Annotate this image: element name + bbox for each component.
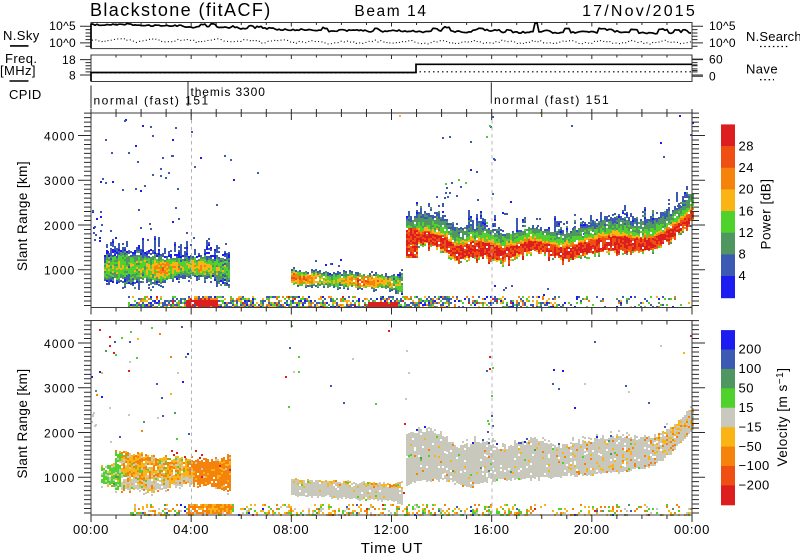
svg-text:normal (fast) 151: normal (fast) 151 (94, 94, 210, 108)
svg-text:10^0: 10^0 (709, 36, 736, 50)
svg-text:0: 0 (709, 70, 716, 84)
svg-text:20:00: 20:00 (574, 522, 610, 537)
svg-text:Beam 14: Beam 14 (354, 3, 427, 20)
svg-text:normal (fast) 151: normal (fast) 151 (494, 93, 610, 107)
svg-text:[MHz]: [MHz] (0, 63, 36, 78)
svg-text:17/Nov/2015: 17/Nov/2015 (582, 3, 697, 20)
svg-text:10^0: 10^0 (49, 36, 76, 50)
svg-text:4000: 4000 (44, 337, 76, 351)
svg-text:−50: −50 (739, 439, 763, 454)
svg-text:Nave: Nave (746, 62, 778, 77)
svg-text:00:00: 00:00 (73, 522, 109, 537)
svg-text:N.Search: N.Search (746, 29, 800, 44)
svg-text:00:00: 00:00 (674, 522, 710, 537)
svg-text:100: 100 (739, 361, 762, 376)
svg-text:20: 20 (739, 182, 754, 197)
svg-text:28: 28 (739, 138, 754, 153)
svg-text:16:00: 16:00 (474, 522, 510, 537)
svg-text:−200: −200 (739, 478, 770, 493)
svg-text:3000: 3000 (44, 174, 76, 188)
svg-text:−100: −100 (739, 458, 770, 473)
svg-text:Power [dB]: Power [dB] (759, 178, 774, 249)
svg-text:8: 8 (69, 69, 76, 83)
svg-text:Freq.: Freq. (5, 51, 37, 66)
svg-text:themis 3300: themis 3300 (191, 85, 266, 99)
svg-text:10^5: 10^5 (709, 19, 736, 33)
svg-text:200: 200 (739, 342, 762, 357)
svg-text:60: 60 (709, 53, 723, 67)
svg-text:4000: 4000 (44, 130, 76, 144)
svg-text:3000: 3000 (44, 382, 76, 396)
svg-text:12:00: 12:00 (373, 522, 409, 537)
svg-text:10^5: 10^5 (49, 19, 76, 33)
svg-text:N.Sky: N.Sky (3, 28, 40, 43)
svg-text:15: 15 (739, 400, 754, 415)
svg-text:2000: 2000 (44, 426, 76, 440)
svg-text:4: 4 (739, 268, 747, 283)
svg-text:Blackstone (fitACF): Blackstone (fitACF) (90, 0, 272, 20)
svg-text:Slant Range [km]: Slant Range [km] (15, 161, 30, 271)
svg-text:1000: 1000 (44, 471, 76, 485)
svg-text:24: 24 (739, 160, 754, 175)
svg-text:2000: 2000 (44, 219, 76, 233)
svg-text:CPID: CPID (9, 87, 42, 102)
svg-text:18: 18 (62, 53, 76, 67)
svg-text:Velocity [m s−1]: Velocity [m s−1] (775, 368, 790, 467)
svg-text:04:00: 04:00 (173, 522, 209, 537)
svg-text:Time UT: Time UT (361, 540, 424, 554)
svg-text:−15: −15 (739, 419, 763, 434)
svg-text:8: 8 (739, 247, 747, 262)
svg-text:08:00: 08:00 (273, 522, 309, 537)
svg-text:12: 12 (739, 225, 754, 240)
svg-text:1000: 1000 (44, 264, 76, 278)
svg-text:50: 50 (739, 381, 754, 396)
svg-text:16: 16 (739, 203, 754, 218)
svg-text:Slant Range [km]: Slant Range [km] (15, 369, 30, 479)
